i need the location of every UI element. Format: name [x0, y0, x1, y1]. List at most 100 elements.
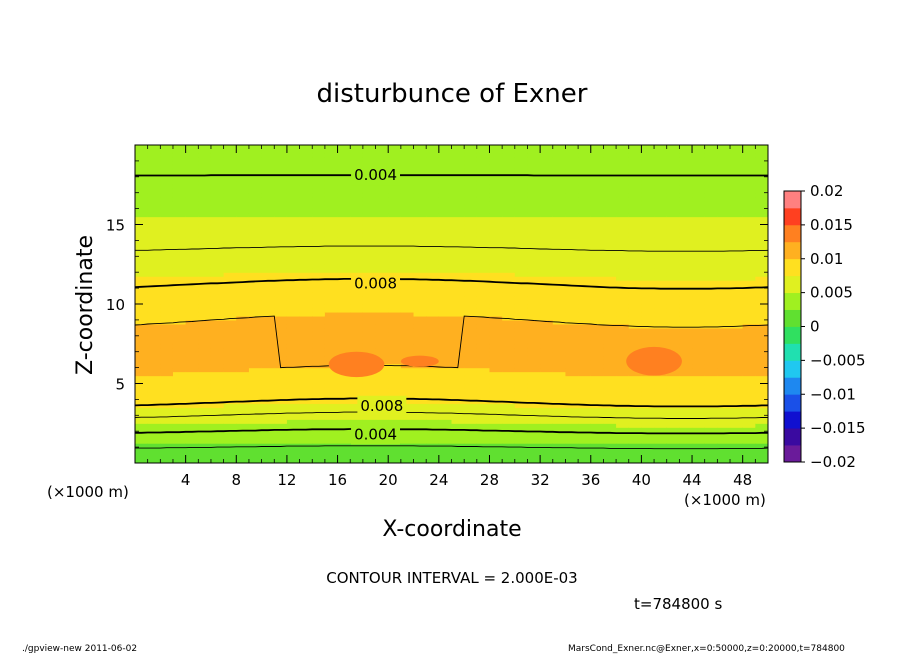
field-cell [565, 387, 579, 393]
field-cell [552, 208, 567, 214]
field-cell [603, 145, 617, 150]
field-cell [514, 156, 529, 162]
field-cell [616, 268, 630, 273]
field-cell [147, 339, 161, 345]
field-cell [540, 164, 554, 170]
field-cell [223, 319, 237, 325]
field-cell [578, 311, 592, 317]
field-cell [502, 335, 516, 341]
field-cell [641, 319, 655, 325]
field-cell [578, 192, 592, 198]
field-cell [540, 455, 554, 460]
field-cell [717, 423, 731, 428]
field-cell [248, 272, 263, 277]
field-cell [514, 447, 529, 452]
field-cell [274, 371, 288, 377]
field-cell [730, 208, 744, 214]
field-cell [679, 339, 693, 345]
field-cell [160, 180, 174, 186]
field-cell [527, 423, 541, 428]
field-cell [527, 216, 541, 222]
field-cell [350, 212, 364, 218]
field-cell [324, 268, 339, 273]
field-cell [413, 164, 427, 170]
field-cell [261, 399, 275, 404]
field-cell [299, 375, 313, 381]
field-cell [426, 300, 440, 305]
field-cell [679, 319, 693, 325]
field-cell [413, 208, 427, 214]
field-cell [274, 403, 288, 408]
field-cell [552, 152, 567, 158]
field-cell [578, 196, 592, 202]
field-cell [717, 343, 731, 349]
field-cell [135, 152, 149, 158]
y-tick-label: 10 [106, 296, 125, 314]
field-cell [400, 347, 415, 353]
contour-label: 0.008 [357, 395, 407, 416]
field-cell [312, 391, 326, 397]
field-cell [654, 343, 668, 349]
field-cell [286, 280, 301, 285]
field-cell [324, 160, 339, 166]
field-cell [426, 200, 440, 206]
field-cell [552, 240, 567, 245]
field-cell [514, 192, 529, 198]
field-cell [375, 200, 389, 206]
field-cell [451, 335, 465, 341]
field-cell [527, 347, 541, 353]
field-cell [413, 148, 427, 154]
field-cell [350, 216, 364, 222]
field-cell [590, 455, 605, 460]
field-cell [172, 431, 187, 436]
field-cell [198, 168, 212, 174]
field-cell [540, 315, 554, 321]
field-cell [337, 339, 351, 345]
field-cell [324, 395, 339, 400]
field-cell [337, 391, 351, 397]
field-cell [552, 335, 567, 341]
field-cell [704, 244, 718, 249]
field-cell [324, 415, 339, 420]
field-cell [413, 307, 427, 313]
field-cell [692, 415, 706, 420]
field-cell [704, 192, 718, 198]
field-cell [261, 260, 275, 265]
field-cell [400, 435, 415, 440]
field-cell [755, 164, 768, 170]
field-cell [679, 268, 693, 273]
x-tick-label: 16 [328, 471, 347, 489]
field-cell [172, 276, 187, 281]
field-cell [692, 319, 706, 325]
field-cell [426, 459, 440, 463]
field-cell [704, 375, 718, 381]
field-cell [641, 455, 655, 460]
field-cell [552, 156, 567, 162]
field-cell [312, 375, 326, 381]
field-cell [451, 451, 465, 456]
contour-line [135, 445, 768, 450]
field-cell [578, 443, 592, 448]
field-cell [286, 367, 301, 373]
field-cell [312, 164, 326, 170]
field-cell [210, 164, 225, 170]
field-cell [223, 264, 237, 269]
field-cell [274, 379, 288, 385]
field-cell [388, 347, 402, 353]
field-cell [616, 383, 630, 389]
field-cell [261, 339, 275, 345]
field-cell [362, 204, 377, 210]
field-cell [654, 407, 668, 412]
field-cell [388, 307, 402, 313]
field-cell [362, 228, 377, 234]
field-cell [679, 148, 693, 154]
field-cell [147, 260, 161, 265]
field-cell [438, 423, 453, 428]
field-cell [616, 228, 630, 234]
field-cell [502, 359, 516, 365]
field-cell [654, 339, 668, 345]
field-cell [350, 331, 364, 337]
field-cell [590, 443, 605, 448]
field-cell [135, 335, 149, 341]
field-cell [261, 363, 275, 369]
